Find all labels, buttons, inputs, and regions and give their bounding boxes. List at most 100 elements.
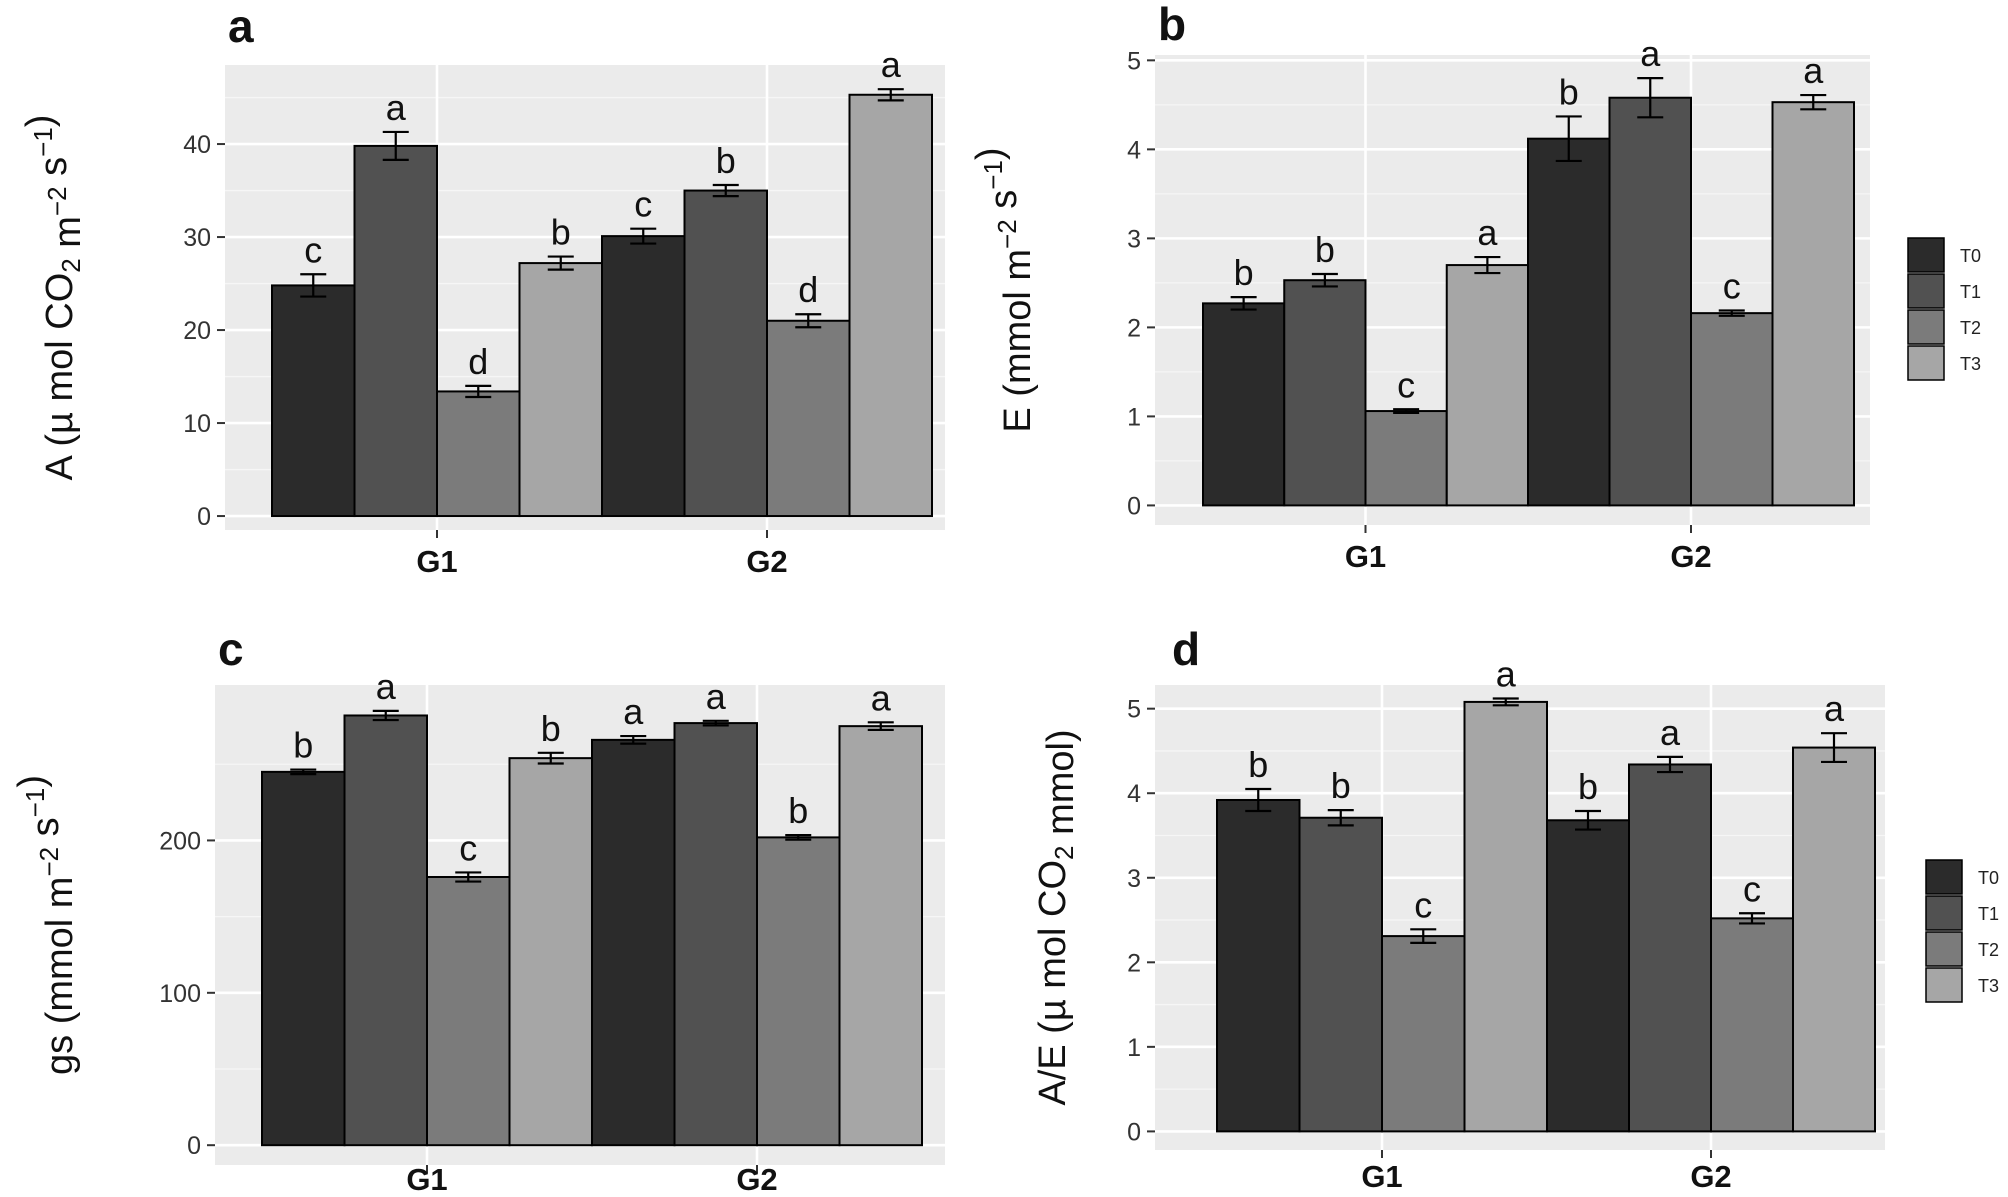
bar-d-g2-t1 [1628,763,1712,1133]
bar-d-g1-t2 [1381,935,1466,1133]
legend-swatch-t0 [1925,859,1963,895]
x-tick-label-g1: G1 [1361,1159,1402,1194]
bar-d-g1-t3 [1463,700,1548,1133]
error-bar [1718,309,1745,317]
bar-b-g1-t3 [1445,264,1529,507]
y-tick-label: 5 [1127,47,1141,75]
bar-c-g1-t0 [261,770,346,1147]
legend-label-t2: T2 [1960,318,1981,338]
x-tick-label-g1: G1 [406,1162,447,1197]
error-bar [547,255,574,271]
error-bar [1821,732,1847,764]
y-tick-label: 1 [1127,403,1141,431]
significance-letter: a [1640,33,1661,74]
error-bar [1327,809,1354,827]
significance-letter: c [1414,884,1432,925]
y-axis-title: gs (mmol m−2 s−1) [11,775,81,1075]
significance-letter: b [1248,744,1268,785]
y-tick-label: 0 [1127,1118,1141,1146]
significance-letter: a [871,677,892,718]
y-tick-label: 30 [183,224,211,252]
error-bar [785,833,812,841]
y-tick-label: 3 [1127,225,1141,253]
error-bar [1637,77,1664,119]
legend-swatch-t1 [1925,895,1963,931]
significance-letter: b [788,790,808,831]
error-bar [620,734,647,745]
significance-letter: b [1578,766,1598,807]
error-bar [1555,115,1582,163]
legend-label-t3: T3 [1960,354,1981,374]
error-bar [382,130,409,161]
y-axis-title: A (µ mol CO2 m−2 s−1) [19,115,89,481]
bar-c-g1-t3 [508,757,593,1147]
bar-d-g1-t0 [1216,798,1301,1133]
bar-a-g1-t1 [353,144,438,518]
legend-swatch-t3 [1907,345,1945,381]
error-bar [1410,928,1437,944]
error-bar [877,88,904,102]
legend-swatch-t2 [1907,309,1945,345]
error-bar [1230,296,1257,311]
error-bar [795,313,822,329]
significance-letter: a [1660,712,1681,753]
y-tick-label: 200 [159,827,201,855]
x-tick-label-g2: G2 [746,544,787,579]
bar-b-g1-t1 [1283,279,1367,507]
legend-swatch-t0 [1907,237,1945,273]
y-tick-label: 1 [1127,1034,1141,1062]
y-tick-label: 2 [1127,314,1141,342]
panel-tag-d: d [1172,623,1200,675]
significance-letter: a [386,87,407,128]
legend-label-t0: T0 [1978,868,1999,888]
significance-letter: a [1803,50,1824,91]
error-bar [1474,255,1501,275]
y-tick-label: 3 [1127,865,1141,893]
significance-letter: c [634,184,652,225]
error-bar [1657,755,1683,774]
x-tick-label-g2: G2 [736,1162,777,1197]
significance-letter: b [1234,252,1254,293]
y-tick-label: 0 [197,503,211,531]
bar-c-g2-t1 [673,722,758,1147]
y-tick-label: 4 [1127,136,1141,164]
bar-a-g2-t1 [683,189,768,518]
x-tick-label-g2: G2 [1670,539,1711,574]
y-tick-label: 2 [1127,949,1141,977]
bar-b-g1-t0 [1202,302,1286,507]
error-bar [1311,272,1338,288]
bar-c-g2-t3 [838,725,923,1147]
significance-letter: b [293,725,313,766]
y-tick-label: 0 [187,1132,201,1160]
significance-letter: c [1723,265,1741,306]
y-tick-label: 5 [1127,696,1141,724]
panel-tag-a: a [228,0,254,52]
significance-letter: b [716,140,736,181]
bar-a-g2-t3 [848,93,933,518]
legend-swatch-t3 [1925,967,1963,1003]
significance-letter: b [1331,765,1351,806]
bar-a-g2-t0 [601,235,686,518]
error-bar [1492,697,1519,707]
bar-a-g1-t0 [271,284,356,518]
bar-b-g1-t2 [1364,410,1448,507]
bar-d-g2-t2 [1710,917,1794,1133]
error-bar [537,751,564,765]
significance-letter: b [1315,229,1335,270]
y-tick-label: 100 [159,980,201,1008]
bar-b-g2-t2 [1690,312,1774,507]
significance-letter: b [551,212,571,253]
bar-d-g1-t1 [1298,816,1383,1133]
y-axis-title: A/E (µ mol CO2 mmol) [1032,729,1082,1105]
bar-a-g1-t2 [436,390,521,518]
error-bar [1245,787,1272,813]
legend-label-t1: T1 [1978,904,1999,924]
panel-tag-b: b [1158,0,1186,50]
bar-b-g2-t3 [1771,101,1855,507]
bar-a-g2-t2 [766,319,851,518]
legend-label-t1: T1 [1960,282,1981,302]
bar-c-g2-t0 [591,738,676,1147]
bar-b-g2-t1 [1608,96,1692,507]
significance-letter: a [1496,654,1517,695]
